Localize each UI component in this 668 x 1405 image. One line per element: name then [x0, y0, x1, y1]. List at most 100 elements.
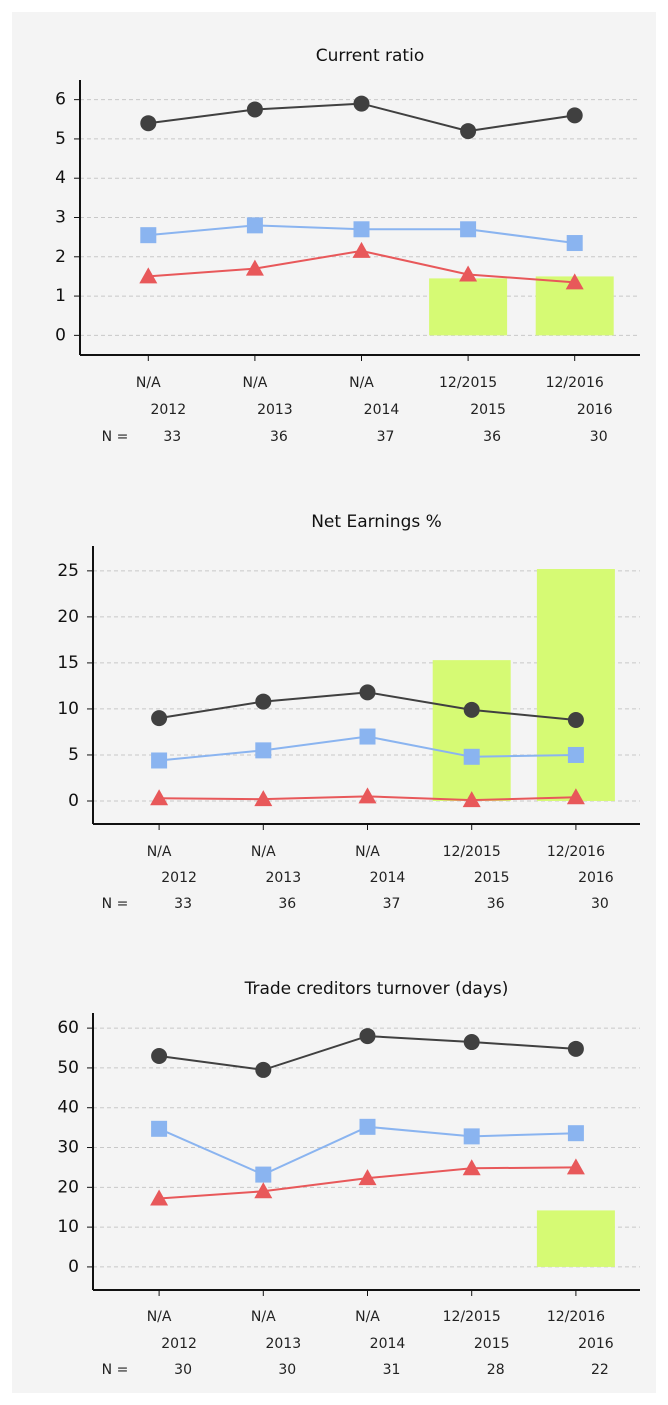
point: [359, 684, 376, 701]
x-tick-label: 2012: [161, 1336, 197, 1352]
chart-title: Current ratio: [316, 46, 424, 66]
chart-title: Net Earnings %: [311, 512, 442, 532]
point: [462, 1159, 481, 1176]
x-tick-label: 2016: [577, 402, 613, 418]
n-value: 30: [590, 429, 608, 445]
period-label: 12/2015: [443, 844, 501, 860]
y-tick-label: 20: [57, 607, 79, 627]
y-tick-label: 25: [57, 561, 79, 581]
point: [255, 742, 272, 759]
point: [140, 227, 157, 244]
point: [255, 693, 272, 710]
x-tick-label: 2015: [474, 1336, 510, 1352]
y-tick-label: 50: [57, 1058, 79, 1078]
point: [255, 1166, 272, 1183]
period-label: 12/2015: [443, 1309, 501, 1325]
x-tick-label: 2013: [265, 1336, 301, 1352]
point: [359, 728, 376, 745]
period-label: 12/2016: [547, 1309, 605, 1325]
x-tick-label: 2014: [370, 1336, 406, 1352]
bar: [536, 569, 615, 801]
point: [460, 123, 477, 140]
n-value: 28: [487, 1362, 505, 1378]
n-value: 36: [487, 896, 505, 912]
period-label: N/A: [147, 1309, 172, 1325]
x-tick-label: 2016: [578, 1336, 614, 1352]
period-label: 12/2015: [439, 375, 497, 391]
x-tick-label: 2016: [578, 870, 614, 886]
point: [352, 241, 371, 258]
point: [151, 1120, 168, 1137]
y-tick-label: 20: [57, 1177, 79, 1197]
n-value: 37: [383, 896, 401, 912]
point: [463, 1128, 480, 1145]
point: [462, 791, 481, 808]
period-label: N/A: [251, 844, 276, 860]
point: [150, 1189, 169, 1206]
point: [254, 790, 273, 807]
point: [353, 95, 370, 112]
period-label: N/A: [355, 844, 380, 860]
period-label: N/A: [251, 1309, 276, 1325]
point: [565, 273, 584, 290]
point: [245, 259, 264, 276]
bar: [432, 660, 511, 801]
y-tick-label: 0: [68, 791, 79, 811]
point: [566, 1158, 585, 1175]
n-value: 30: [174, 1362, 192, 1378]
point: [567, 711, 584, 728]
n-value: 36: [278, 896, 296, 912]
x-tick-label: 2015: [474, 870, 510, 886]
point: [567, 1125, 584, 1142]
point: [151, 1047, 168, 1064]
point: [567, 1040, 584, 1057]
y-tick-label: 15: [57, 653, 79, 673]
period-label: N/A: [355, 1309, 380, 1325]
n-label: N =: [102, 429, 129, 445]
n-value: 30: [278, 1362, 296, 1378]
n-value: 36: [483, 429, 501, 445]
n-value: 22: [591, 1362, 609, 1378]
x-tick-label: 2014: [370, 870, 406, 886]
y-tick-label: 30: [57, 1138, 79, 1158]
point: [463, 701, 480, 718]
point: [151, 710, 168, 727]
y-tick-label: 6: [55, 90, 66, 110]
x-tick-label: 2013: [257, 402, 293, 418]
point: [567, 746, 584, 763]
n-value: 36: [270, 429, 288, 445]
period-label: 12/2016: [546, 375, 604, 391]
point: [246, 101, 263, 118]
point: [358, 787, 377, 804]
y-tick-label: 5: [68, 745, 79, 765]
y-tick-label: 1: [55, 286, 66, 306]
n-value: 30: [591, 896, 609, 912]
period-label: 12/2016: [547, 844, 605, 860]
y-tick-label: 10: [57, 699, 79, 719]
point: [150, 789, 169, 806]
period-label: N/A: [349, 375, 374, 391]
n-label: N =: [102, 896, 129, 912]
x-tick-label: 2012: [161, 870, 197, 886]
y-tick-label: 3: [55, 208, 66, 228]
point: [140, 115, 157, 132]
point: [151, 752, 168, 769]
y-tick-label: 40: [57, 1098, 79, 1118]
chart-title: Trade creditors turnover (days): [244, 979, 509, 999]
point: [255, 1061, 272, 1078]
n-label: N =: [102, 1362, 129, 1378]
point: [254, 1182, 273, 1199]
x-tick-label: 2012: [150, 402, 186, 418]
point: [358, 1169, 377, 1186]
period-label: N/A: [243, 375, 268, 391]
point: [463, 1034, 480, 1051]
point: [459, 265, 478, 282]
y-tick-label: 5: [55, 129, 66, 149]
x-tick-label: 2013: [265, 870, 301, 886]
y-tick-label: 0: [55, 325, 66, 345]
point: [566, 107, 583, 124]
y-tick-label: 10: [57, 1217, 79, 1237]
bar: [429, 278, 508, 336]
point: [359, 1028, 376, 1045]
